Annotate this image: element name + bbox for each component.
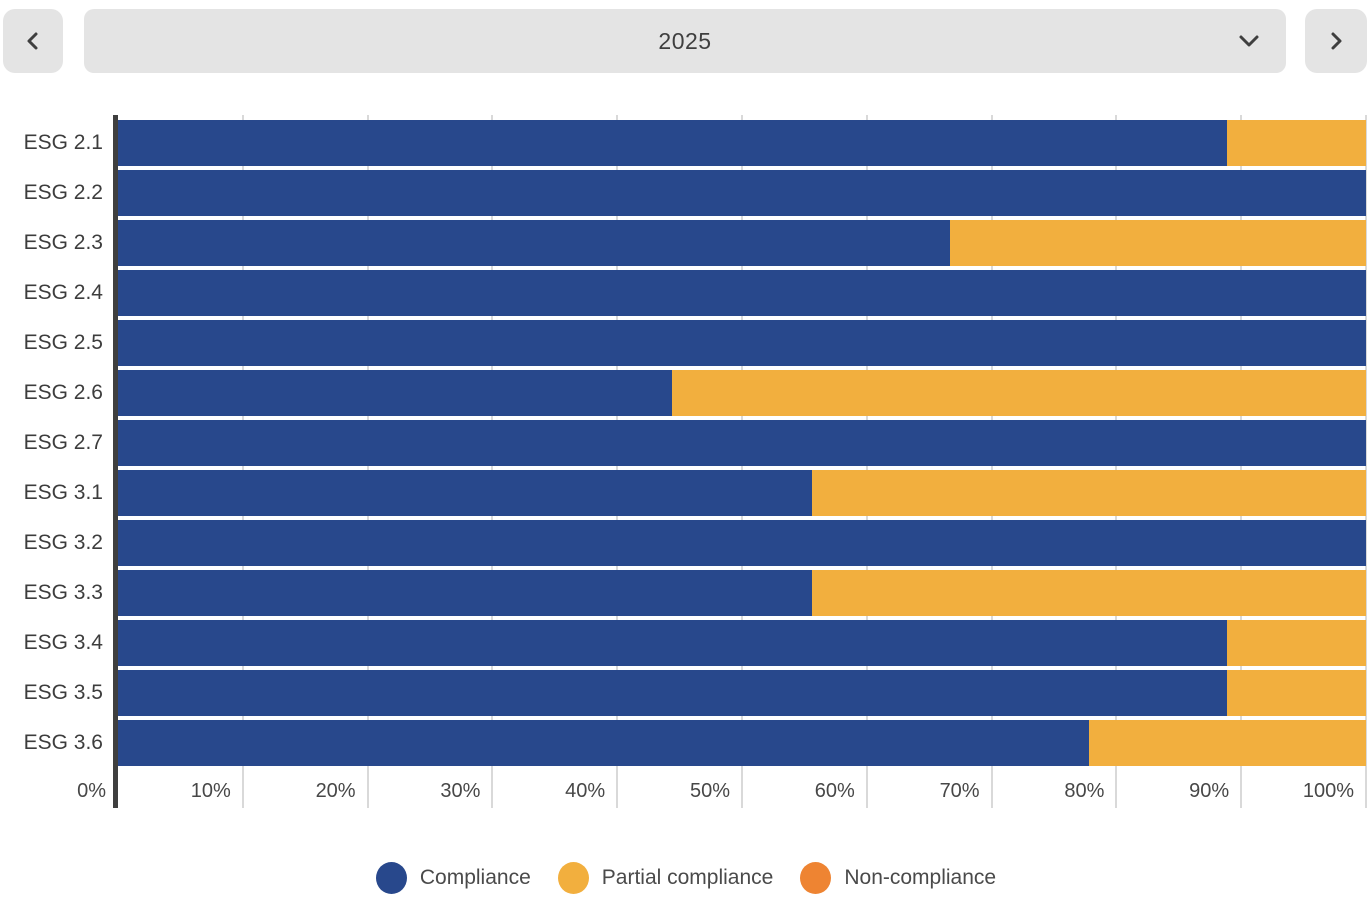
bar-segment-compliance xyxy=(118,720,1089,766)
category-label: ESG 3.6 xyxy=(23,731,103,754)
x-tick-label: 20% xyxy=(315,780,356,802)
x-tick-label: 90% xyxy=(1189,780,1230,802)
bar-segment-compliance xyxy=(118,570,812,616)
category-label: ESG 2.5 xyxy=(23,331,103,354)
next-year-button[interactable] xyxy=(1305,9,1367,73)
bar-segment-compliance xyxy=(118,220,951,266)
bar-segment-partial-compliance xyxy=(1227,620,1366,666)
bar-segment-partial-compliance xyxy=(672,370,1366,416)
category-label: ESG 3.5 xyxy=(23,681,103,704)
bar-row xyxy=(118,270,1366,316)
bar-segment-partial-compliance xyxy=(1227,670,1366,716)
legend-label: Compliance xyxy=(419,866,531,889)
legend-marker-icon xyxy=(557,862,589,894)
bar-row xyxy=(118,120,1366,166)
bar-row xyxy=(118,470,1366,516)
bar-segment-partial-compliance xyxy=(950,220,1366,266)
legend-marker-icon xyxy=(375,862,407,894)
x-tick-label: 60% xyxy=(814,780,855,802)
bar-row xyxy=(118,320,1366,366)
legend-label: Partial compliance xyxy=(601,866,774,889)
category-label: ESG 3.2 xyxy=(23,531,103,554)
legend-marker-icon xyxy=(800,862,832,894)
chevron-right-icon xyxy=(1327,31,1345,51)
category-label: ESG 2.3 xyxy=(23,231,103,254)
legend-item-compliance[interactable]: Compliance xyxy=(375,862,531,894)
bar-row xyxy=(118,720,1366,766)
x-tick-label: 40% xyxy=(565,780,606,802)
bar-segment-partial-compliance xyxy=(811,470,1366,516)
bar-row xyxy=(118,220,1366,266)
category-label: ESG 3.4 xyxy=(23,631,103,654)
x-tick-label: 80% xyxy=(1064,780,1105,802)
bar-segment-compliance xyxy=(118,670,1228,716)
bar-segment-compliance xyxy=(118,620,1228,666)
bar-row xyxy=(118,570,1366,616)
bar-segment-compliance xyxy=(118,320,1366,366)
x-tick-label: 10% xyxy=(190,780,231,802)
legend-label: Non-compliance xyxy=(844,866,997,889)
stacked-bar-chart: ESG 2.1 ESG 2.2 ESG 2.3 ESG 2.4 ESG 2.5 ESG 2… xyxy=(0,115,1372,808)
bar-segment-compliance xyxy=(118,370,673,416)
bar-row xyxy=(118,520,1366,566)
bar-segment-compliance xyxy=(118,170,1366,216)
category-label: ESG 2.7 xyxy=(23,431,103,454)
bar-row xyxy=(118,370,1366,416)
year-dropdown-value: 2025 xyxy=(658,27,712,54)
gridline xyxy=(1365,115,1367,808)
x-tick-label: 50% xyxy=(689,780,730,802)
category-label: ESG 2.6 xyxy=(23,381,103,404)
category-label: ESG 2.2 xyxy=(23,181,103,204)
bar-segment-partial-compliance xyxy=(811,570,1366,616)
chevron-left-icon xyxy=(24,31,42,51)
bar-row xyxy=(118,420,1366,466)
category-label: ESG 3.1 xyxy=(23,481,103,504)
category-label: ESG 3.3 xyxy=(23,581,103,604)
bar-row xyxy=(118,620,1366,666)
y-axis-line xyxy=(113,115,118,808)
category-label: ESG 2.1 xyxy=(23,131,103,154)
chart-legend: Compliance Partial compliance Non-complian… xyxy=(0,852,1372,904)
bar-segment-compliance xyxy=(118,270,1366,316)
bar-segment-partial-compliance xyxy=(1088,720,1366,766)
bar-segment-compliance xyxy=(118,520,1366,566)
x-tick-label: 30% xyxy=(440,780,481,802)
x-tick-label: 0% xyxy=(77,780,106,802)
bar-segment-compliance xyxy=(118,470,812,516)
bar-row xyxy=(118,670,1366,716)
bar-segment-partial-compliance xyxy=(1227,120,1366,166)
x-tick-label: 70% xyxy=(939,780,980,802)
year-dropdown[interactable]: 2025 xyxy=(84,9,1286,73)
legend-item-partial-compliance[interactable]: Partial compliance xyxy=(557,862,774,894)
bar-segment-compliance xyxy=(118,420,1366,466)
bar-segment-compliance xyxy=(118,120,1228,166)
chevron-down-icon xyxy=(1238,34,1260,48)
legend-item-non-compliance[interactable]: Non-compliance xyxy=(800,862,996,894)
category-label: ESG 2.4 xyxy=(23,281,103,304)
x-tick-label: 100% xyxy=(1302,780,1354,802)
previous-year-button[interactable] xyxy=(3,9,63,73)
bar-row xyxy=(118,170,1366,216)
